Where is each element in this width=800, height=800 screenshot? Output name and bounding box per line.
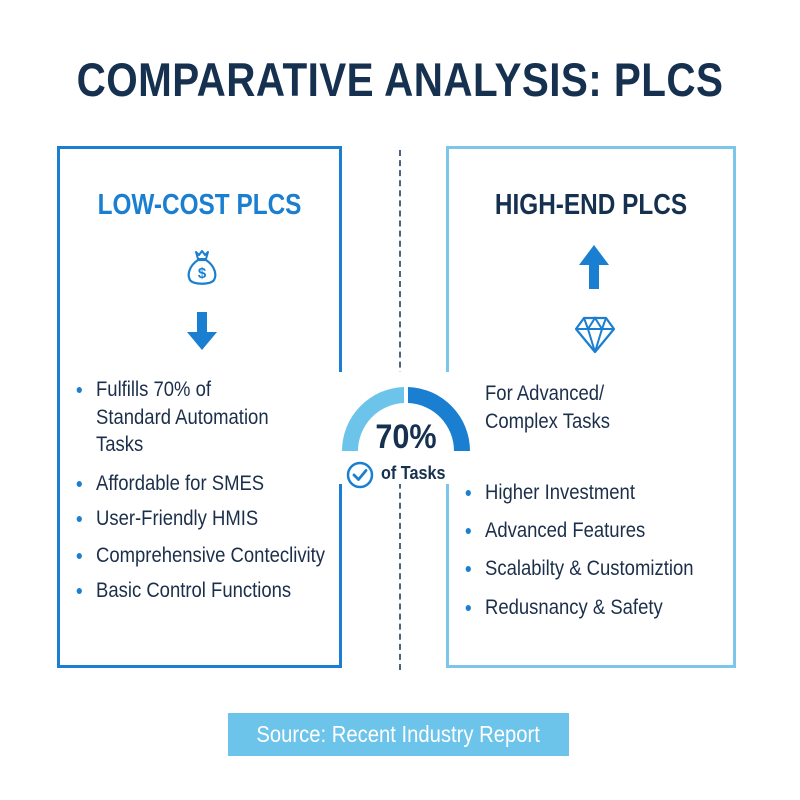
bullet-dot <box>76 553 82 559</box>
list-item: User-Friendly HMIS <box>76 506 258 532</box>
low-cost-panel: LOW-COST PLCS $ Fulfills 70% of Standard… <box>57 146 342 668</box>
list-item-continuation: Tasks <box>96 433 144 456</box>
money-bag-icon: $ <box>187 250 217 285</box>
list-item: Affordable for SMES <box>76 471 264 497</box>
source-text: Source: Recent Industry Report <box>256 721 541 747</box>
bullet-dot <box>76 588 82 594</box>
bullet-dot <box>465 566 471 572</box>
list-item: Advanced Features <box>465 518 645 544</box>
gauge-value: 70% <box>375 418 437 456</box>
svg-text:$: $ <box>198 265 207 282</box>
list-item: Redusnancy & Safety <box>465 595 663 621</box>
gauge-label: of Tasks <box>381 463 446 483</box>
bullet-dot <box>76 387 82 393</box>
high-end-panel: HIGH-END PLCS For Advanced/ Complex Task… <box>446 146 736 668</box>
check-circle-icon <box>346 461 374 489</box>
arrow-up-icon <box>579 245 609 289</box>
bullet-dot <box>465 490 471 496</box>
list-item: For Advanced/ <box>465 381 604 407</box>
arrow-down-icon <box>187 312 217 350</box>
page-title: COMPARATIVE ANALYSIS: PLCS <box>76 53 724 106</box>
percentage-gauge <box>342 387 470 451</box>
bullet-dot <box>76 516 82 522</box>
list-item: Basic Control Functions <box>76 578 291 604</box>
list-item: Fulfills 70% of <box>76 377 211 403</box>
list-item-continuation: Complex Tasks <box>485 410 610 433</box>
diamond-icon <box>574 316 616 354</box>
bullet-dot <box>465 528 471 534</box>
source-banner: Source: Recent Industry Report <box>228 713 569 756</box>
bullet-dot <box>76 481 82 487</box>
bullet-dot <box>465 605 471 611</box>
list-item: Higher Investment <box>465 480 635 506</box>
list-item: Scalabilty & Customiztion <box>465 556 694 582</box>
list-item: Comprehensive Conteclivity <box>76 543 325 569</box>
low-cost-heading: LOW-COST PLCS <box>97 189 302 221</box>
list-item-continuation: Standard Automation <box>96 406 269 429</box>
high-end-heading: HIGH-END PLCS <box>494 189 688 221</box>
